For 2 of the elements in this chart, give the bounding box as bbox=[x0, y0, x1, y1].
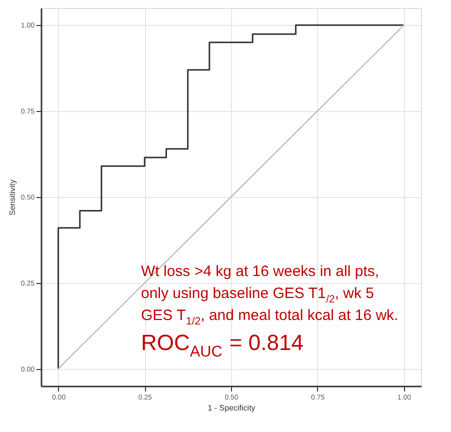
x-axis-title: 1 - Specificity bbox=[208, 404, 256, 412]
y-axis-title: Sensitivity bbox=[8, 179, 17, 216]
